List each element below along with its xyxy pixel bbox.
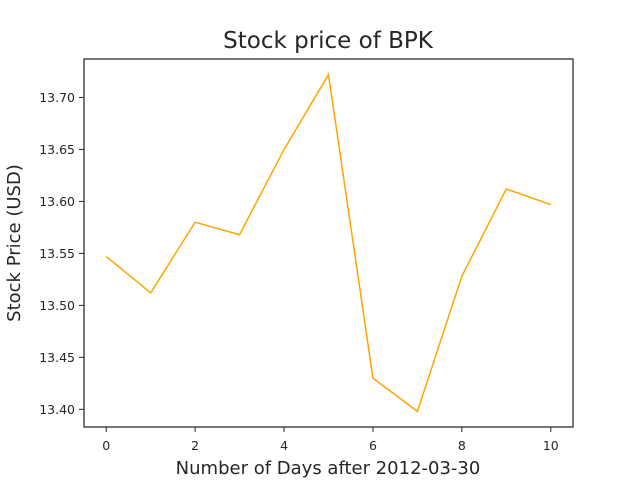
x-tick-label: 2 bbox=[191, 438, 199, 453]
y-axis-label: Stock Price (USD) bbox=[4, 164, 25, 322]
y-tick-label: 13.70 bbox=[39, 90, 75, 105]
x-tick-label: 8 bbox=[458, 438, 466, 453]
y-tick-label: 13.65 bbox=[39, 142, 75, 157]
y-tick-label: 13.55 bbox=[39, 246, 75, 261]
plot-area: 0 2 4 6 8 10 13.40 13.45 13.50 13.55 13.60 13.65 13.… bbox=[39, 58, 574, 453]
y-tick-label: 13.40 bbox=[39, 402, 75, 417]
x-tick-label: 4 bbox=[280, 438, 288, 453]
y-tick-label: 13.50 bbox=[39, 298, 75, 313]
plot-frame bbox=[83, 58, 574, 428]
x-tick-label: 10 bbox=[543, 438, 559, 453]
x-axis-label: Number of Days after 2012-03-30 bbox=[176, 458, 481, 479]
chart-title: Stock price of BPK bbox=[223, 28, 434, 54]
y-tick-label: 13.45 bbox=[39, 350, 75, 365]
x-tick-label: 6 bbox=[369, 438, 377, 453]
series-line-0 bbox=[105, 72, 552, 413]
y-tick-label: 13.60 bbox=[39, 194, 75, 209]
x-tick-label: 0 bbox=[102, 438, 110, 453]
